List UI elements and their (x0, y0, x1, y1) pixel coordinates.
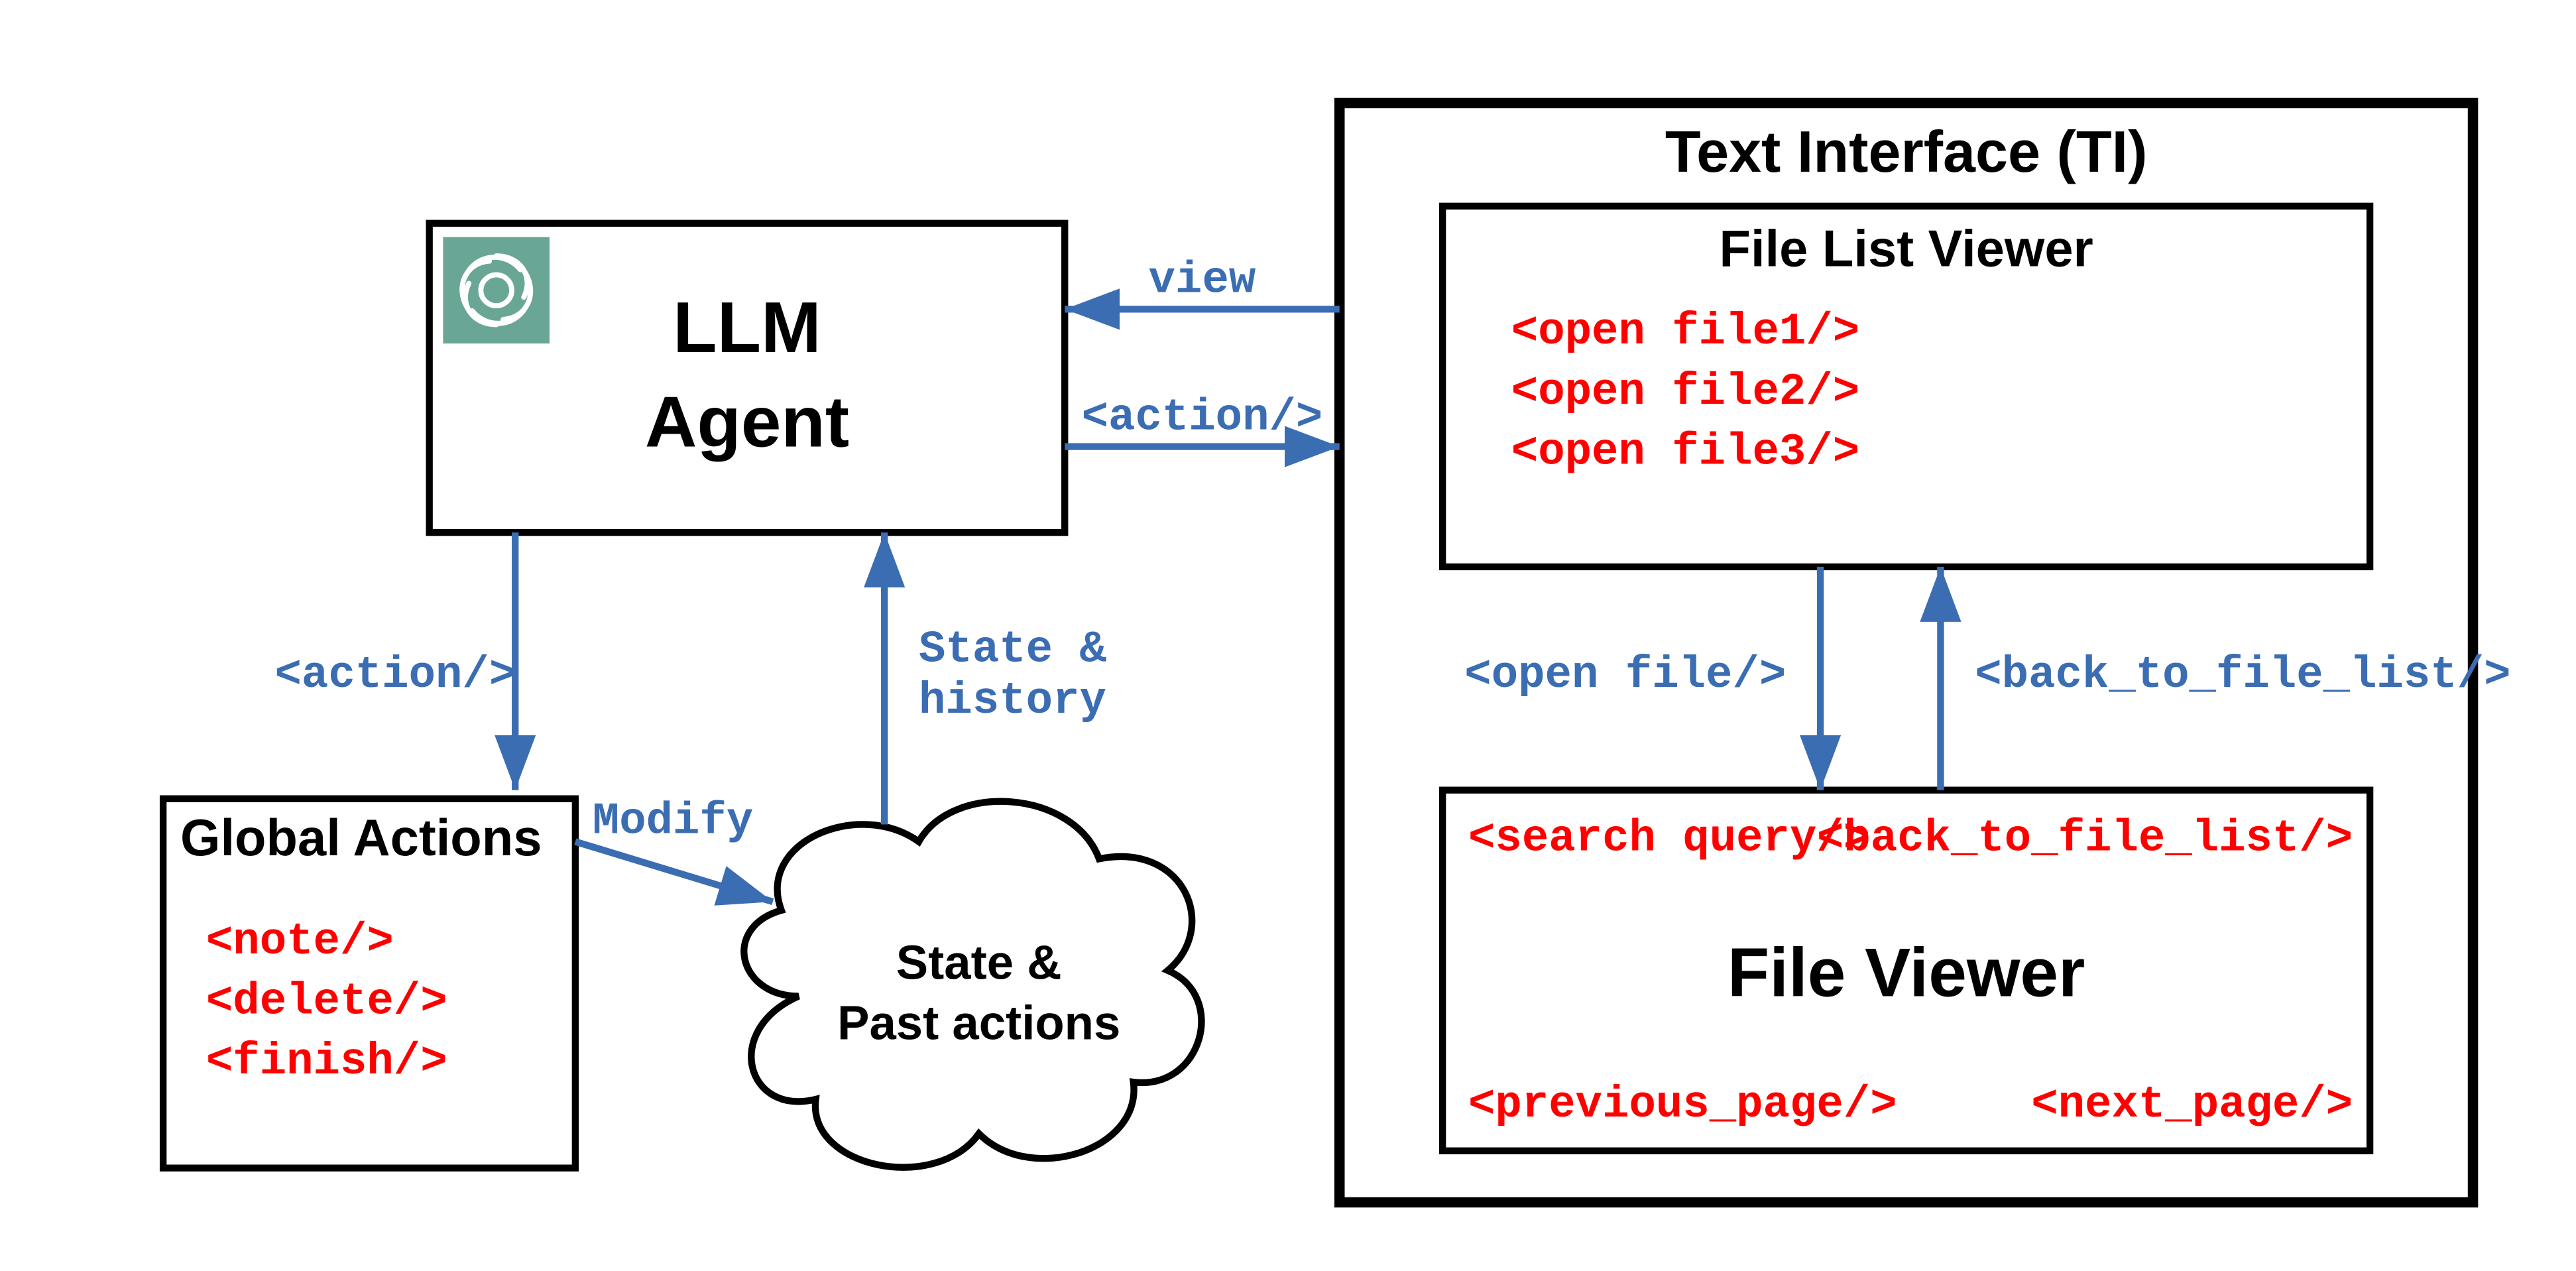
global-actions-box: Global Actions <note/> <delete/> <finish… (163, 799, 575, 1168)
file-list-item-2: <open file2/> (1511, 367, 1859, 418)
text-interface-title: Text Interface (TI) (1665, 119, 2148, 184)
global-action-note: <note/> (206, 917, 394, 967)
global-action-delete: <delete/> (206, 977, 447, 1027)
file-viewer-next: <next_page/> (2031, 1080, 2353, 1130)
llm-agent-box: LLM Agent (430, 223, 1065, 532)
file-list-item-3: <open file3/> (1511, 427, 1859, 477)
architecture-diagram: LLM Agent Global Actions <note/> <delete… (0, 0, 2576, 1271)
label-view: view (1149, 255, 1256, 306)
global-action-finish: <finish/> (206, 1037, 447, 1087)
cloud-line1: State & (896, 936, 1062, 990)
label-action-global: <action/> (275, 650, 516, 701)
arrow-modify (575, 841, 773, 902)
label-state-1: State & (919, 625, 1106, 675)
text-interface-box: Text Interface (TI) File List Viewer <op… (1340, 103, 2511, 1202)
file-list-viewer-title: File List Viewer (1719, 221, 2093, 278)
file-viewer-title: File Viewer (1727, 934, 2085, 1011)
openai-logo-icon (443, 237, 550, 344)
file-viewer-box: <search query/> <back_to_file_list/> Fil… (1442, 790, 2370, 1151)
llm-agent-title-1: LLM (673, 288, 821, 368)
label-action-ti: <action/> (1082, 393, 1323, 444)
file-list-item-1: <open file1/> (1511, 307, 1859, 357)
file-viewer-prev: <previous_page/> (1468, 1080, 1897, 1130)
llm-agent-title-2: Agent (645, 383, 849, 463)
global-actions-title: Global Actions (180, 810, 542, 867)
file-viewer-back: <back_to_file_list/> (1817, 814, 2353, 864)
label-back-to-list: <back_to_file_list/> (1975, 650, 2510, 701)
cloud-line2: Past actions (837, 996, 1120, 1050)
label-modify: Modify (593, 796, 753, 847)
state-cloud: State & Past actions (744, 802, 1201, 1168)
file-viewer-search: <search query/> (1468, 814, 1870, 864)
file-list-viewer-box: File List Viewer <open file1/> <open fil… (1442, 206, 2370, 567)
label-open-file: <open file/> (1464, 650, 1786, 701)
label-state-2: history (919, 676, 1106, 727)
